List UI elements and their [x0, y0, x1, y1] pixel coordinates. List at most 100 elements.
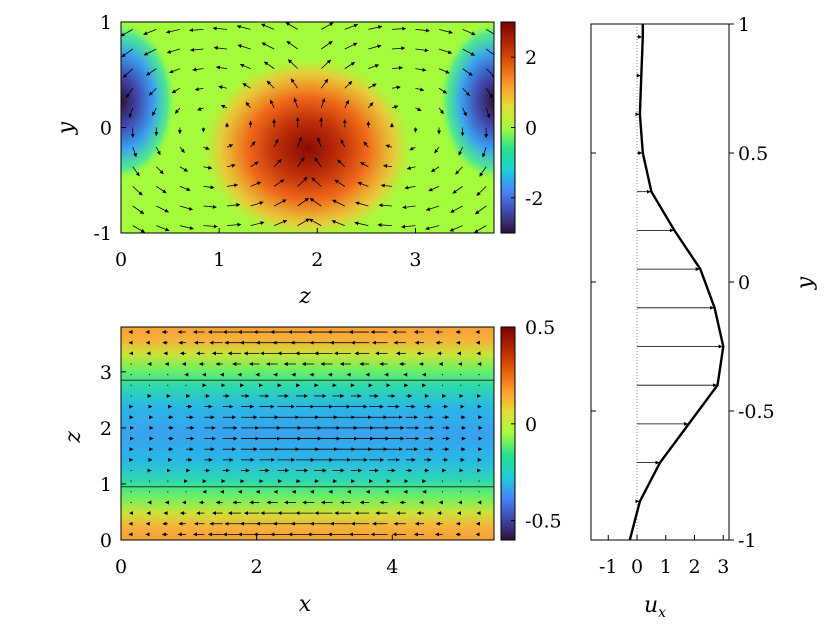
x-tick-label: 2	[311, 249, 323, 271]
colorbar-tick-label: 2	[525, 47, 537, 69]
x-tick-label: 0	[115, 556, 127, 578]
velocity-arrow	[297, 197, 309, 207]
velocity-arrow	[213, 45, 228, 50]
velocity-arrow	[220, 104, 228, 109]
velocity-arrow	[189, 28, 204, 33]
velocity-arrow	[363, 141, 369, 148]
velocity-arrow	[166, 48, 181, 54]
velocity-arrow	[156, 186, 167, 194]
velocity-arrow	[156, 166, 164, 175]
panel-velocity-profile: -1 0 1 2 3-1-0.500.51 ux y	[590, 14, 818, 621]
velocity-dot	[167, 384, 169, 386]
velocity-arrow	[391, 65, 403, 70]
panel-cross-section: 0 1 2 3-101 z y 20-2	[54, 12, 544, 309]
velocity-dot	[185, 384, 187, 386]
velocity-arrow	[415, 87, 425, 92]
velocity-arrow	[123, 68, 134, 78]
velocity-dot	[478, 384, 480, 386]
velocity-arrow	[317, 137, 322, 148]
colorbar	[500, 326, 516, 541]
velocity-arrow	[237, 44, 251, 50]
velocity-dot	[148, 374, 151, 376]
velocity-arrow	[273, 138, 279, 148]
velocity-arrow	[425, 225, 440, 231]
velocity-arrow	[462, 107, 467, 117]
velocity-arrow	[226, 202, 241, 207]
x-tick-label: 3	[409, 249, 421, 271]
velocity-arrow	[438, 28, 453, 34]
velocity-arrow	[344, 42, 358, 50]
velocity-arrow	[332, 199, 345, 207]
velocity-arrow	[415, 28, 430, 33]
velocity-arrow	[462, 87, 470, 97]
velocity-arrow	[285, 22, 298, 30]
velocity-arrow	[321, 41, 333, 50]
velocity-arrow	[474, 205, 487, 215]
velocity-arrow	[357, 181, 369, 187]
velocity-arrow	[273, 199, 287, 207]
velocity-arrow	[438, 48, 453, 54]
velocity-arrow	[125, 88, 134, 98]
velocity-arrow	[455, 166, 463, 175]
velocity-arrow	[179, 146, 185, 153]
y-tick-label: 0	[738, 272, 750, 294]
velocity-arrow	[368, 25, 383, 30]
velocity-arrow	[132, 205, 145, 215]
velocity-arrow	[132, 186, 143, 196]
velocity-dot	[130, 480, 132, 482]
velocity-arrow	[462, 68, 473, 76]
velocity-arrow	[320, 59, 332, 69]
velocity-arrow	[250, 161, 259, 168]
velocity-arrow	[156, 205, 169, 213]
velocity-arrow	[290, 78, 299, 89]
velocity-arrow	[239, 63, 251, 70]
velocity-arrow	[242, 83, 251, 89]
velocity-arrow	[385, 144, 393, 149]
y-tick-label: 2	[100, 418, 112, 440]
velocity-arrow	[485, 48, 494, 58]
x-tick-label: 0	[631, 556, 643, 578]
velocity-arrow	[334, 179, 346, 187]
y-tick-label: 0.5	[738, 143, 768, 165]
velocity-dot	[441, 491, 444, 493]
velocity-dot	[441, 384, 444, 386]
y-tick-label: 0	[100, 530, 112, 552]
velocity-arrow	[169, 68, 181, 74]
velocity-dot	[460, 480, 462, 482]
velocity-arrow	[415, 67, 427, 72]
velocity-arrow	[152, 107, 157, 116]
velocity-arrow	[226, 163, 236, 168]
velocity-arrow	[355, 201, 369, 207]
velocity-arrow	[146, 68, 157, 76]
velocity-arrow	[404, 185, 416, 190]
velocity-arrow	[391, 26, 407, 31]
velocity-arrow	[485, 29, 494, 37]
velocity-arrow	[462, 29, 476, 36]
velocity-arrow	[266, 80, 275, 89]
velocity-dot	[478, 480, 480, 482]
velocity-dot	[167, 491, 169, 493]
velocity-arrow	[212, 26, 228, 31]
velocity-arrow	[383, 164, 392, 168]
velocity-arrow	[308, 218, 322, 226]
velocity-arrow	[190, 47, 204, 52]
velocity-arrow	[236, 24, 251, 30]
velocity-arrow	[482, 146, 487, 158]
velocity-arrow	[425, 205, 440, 211]
velocity-arrow	[378, 203, 392, 208]
positive-blob	[197, 53, 418, 233]
velocity-dot	[478, 491, 480, 493]
velocity-arrow	[132, 146, 137, 158]
y-tick-label: 3	[100, 362, 112, 384]
negative-blob	[439, 22, 494, 182]
velocity-arrow	[148, 87, 157, 96]
x-tick-label: 2	[251, 556, 263, 578]
velocity-arrow	[194, 87, 204, 92]
colorbar-tick-label: 0.5	[525, 317, 555, 339]
velocity-dot	[148, 480, 151, 482]
velocity-arrow	[314, 157, 322, 167]
velocity-arrow	[250, 201, 264, 207]
velocity-dot	[441, 374, 444, 376]
velocity-arrow	[203, 165, 213, 170]
x-tick-label: 3	[717, 556, 729, 578]
